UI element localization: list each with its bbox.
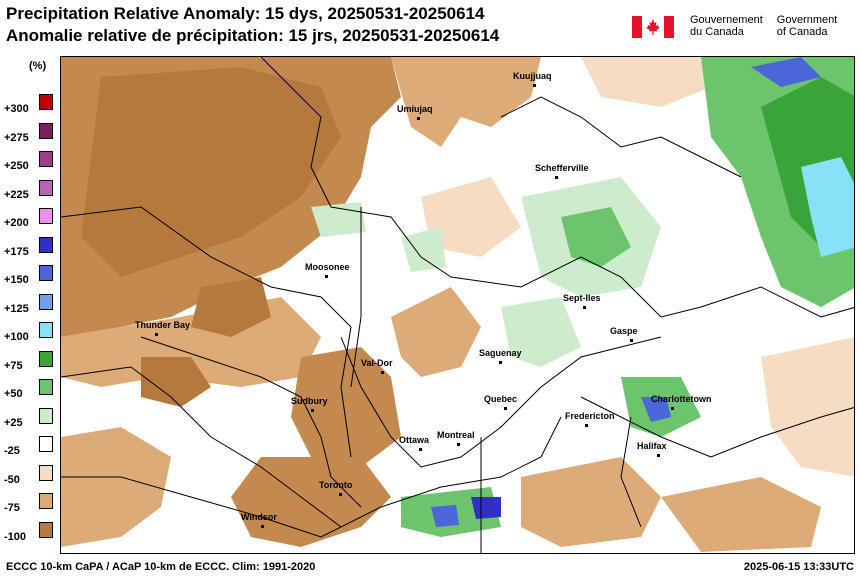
city-label: Fredericton: [565, 411, 615, 421]
legend-label: +275: [4, 131, 29, 144]
city-marker: [555, 176, 558, 179]
legend-swatch: [39, 208, 53, 224]
footer-timestamp: 2025-06-15 13:33UTC: [743, 561, 854, 573]
city-label: Schefferville: [535, 163, 589, 173]
city-label: Gaspe: [610, 326, 638, 336]
city-marker: [457, 443, 460, 446]
city-label: Halifax: [637, 441, 667, 451]
city-marker: [671, 407, 674, 410]
gov-name-fr: Gouvernement du Canada: [690, 14, 763, 38]
gov-name-en: Government of Canada: [776, 14, 838, 38]
legend-swatch: [39, 94, 53, 110]
city-label: Umiujaq: [397, 104, 433, 114]
legend-unit: (%): [29, 60, 47, 72]
city-marker: [261, 525, 264, 528]
city-label: Quebec: [484, 394, 517, 404]
city-marker: [499, 361, 502, 364]
color-legend: (%) +300 +275 +250 +225 +200 +175 +150 +125 +100…: [0, 56, 60, 554]
city-marker: [381, 371, 384, 374]
city-marker: [155, 333, 158, 336]
city-label: Sept-Iles: [563, 293, 601, 303]
legend-label: +250: [4, 160, 29, 172]
government-of-canada-logo: Gouvernement du Canada Government of Canad…: [632, 14, 837, 40]
city-marker: [504, 407, 507, 410]
city-label: Saguenay: [479, 348, 522, 358]
city-label: Windsor: [241, 512, 277, 522]
legend-swatch: [39, 521, 53, 538]
city-label: Ottawa: [399, 435, 430, 445]
legend-label: +25: [4, 416, 23, 429]
title-en: Precipitation Relative Anomaly: 15 dys, …: [6, 4, 485, 23]
city-marker: [583, 306, 586, 309]
legend-swatch: [39, 265, 53, 281]
city-marker: [533, 84, 536, 87]
legend-label: -75: [4, 502, 20, 514]
city-label: Kuujjuaq: [513, 71, 552, 81]
legend-swatch: [39, 464, 53, 481]
canada-flag-icon: [632, 16, 674, 38]
map-canvas: Kuujjuaq Umiujaq Schefferville Moosonee Sept…: [61, 57, 854, 553]
legend-label: +125: [4, 302, 29, 315]
legend-label: +75: [4, 359, 23, 372]
legend-label: -50: [4, 473, 20, 486]
city-marker: [657, 454, 660, 457]
city-label: Moosonee: [305, 262, 350, 272]
legend-swatch: [39, 350, 53, 367]
city-marker: [630, 339, 633, 342]
city-label: Thunder Bay: [135, 320, 190, 330]
city-label: Charlottetown: [651, 394, 712, 404]
legend-swatch: [39, 122, 53, 139]
footer-source: ECCC 10-km CaPA / ACaP 10-km de ECCC. Cl…: [6, 561, 316, 573]
city-label: Val-Dor: [361, 358, 393, 368]
legend-label: -25: [4, 445, 20, 457]
city-marker: [585, 424, 588, 427]
city-label: Montreal: [437, 430, 475, 440]
legend-swatch: [39, 322, 53, 338]
legend-label: +225: [4, 188, 29, 201]
city-marker: [339, 493, 342, 496]
legend-label: -100: [4, 530, 27, 543]
city-marker: [419, 448, 422, 451]
legend-label: +200: [4, 217, 29, 229]
legend-swatch: [39, 436, 53, 452]
legend-swatch: [39, 151, 53, 167]
legend-swatch: [39, 236, 53, 253]
city-label: Sudbury: [291, 396, 328, 406]
legend-swatch: [39, 407, 53, 424]
legend-swatch: [39, 379, 53, 395]
legend-swatch: [39, 293, 53, 310]
title-fr: Anomalie relative de précipitation: 15 j…: [6, 26, 500, 45]
legend-label: +300: [4, 103, 29, 115]
city-marker: [417, 117, 420, 120]
city-label: Toronto: [319, 480, 353, 490]
anomaly-map: Kuujjuaq Umiujaq Schefferville Moosonee Sept…: [60, 56, 855, 554]
legend-label: +50: [4, 388, 23, 400]
legend-label: +100: [4, 331, 29, 343]
legend-swatch: [39, 179, 53, 196]
legend-swatch: [39, 493, 53, 509]
legend-label: +175: [4, 245, 29, 258]
legend-label: +150: [4, 274, 29, 286]
city-marker: [325, 275, 328, 278]
city-marker: [311, 409, 314, 412]
